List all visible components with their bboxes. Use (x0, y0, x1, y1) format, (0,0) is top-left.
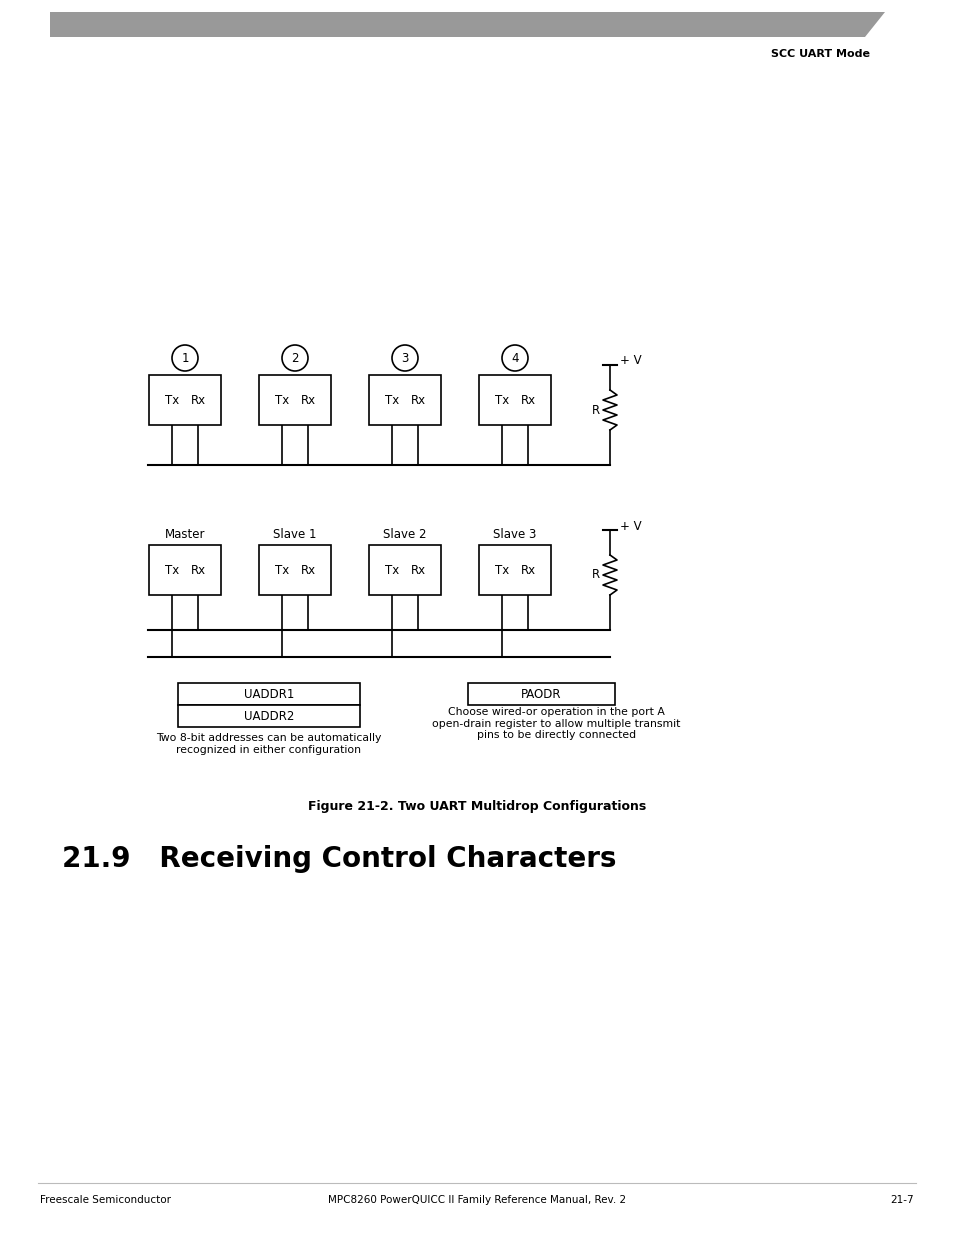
Text: SCC UART Mode: SCC UART Mode (770, 49, 869, 59)
Bar (149, 375, 221, 425)
Circle shape (172, 345, 198, 370)
Text: + V: + V (619, 354, 641, 368)
Bar (478, 375, 551, 425)
Text: R: R (591, 568, 599, 582)
Text: Rx: Rx (520, 394, 535, 406)
Text: Rx: Rx (300, 394, 315, 406)
Text: Rx: Rx (410, 394, 425, 406)
Text: Figure 21-2. Two UART Multidrop Configurations: Figure 21-2. Two UART Multidrop Configur… (308, 800, 645, 813)
Text: UADDR2: UADDR2 (244, 709, 294, 722)
Text: 21-7: 21-7 (889, 1195, 913, 1205)
Bar (149, 545, 221, 595)
Bar (369, 375, 440, 425)
Text: Slave 3: Slave 3 (493, 529, 537, 541)
Text: 21.9   Receiving Control Characters: 21.9 Receiving Control Characters (62, 845, 616, 873)
Text: Tx: Tx (495, 394, 509, 406)
Circle shape (501, 345, 527, 370)
Text: UADDR1: UADDR1 (244, 688, 294, 700)
Text: Slave 1: Slave 1 (273, 529, 316, 541)
Text: 4: 4 (511, 352, 518, 364)
Text: Tx: Tx (384, 394, 398, 406)
Text: Slave 2: Slave 2 (383, 529, 426, 541)
Bar (258, 375, 331, 425)
Text: + V: + V (619, 520, 641, 532)
Polygon shape (50, 12, 884, 37)
Text: 2: 2 (291, 352, 298, 364)
Text: 1: 1 (181, 352, 189, 364)
Text: MPC8260 PowerQUICC II Family Reference Manual, Rev. 2: MPC8260 PowerQUICC II Family Reference M… (328, 1195, 625, 1205)
Text: Tx: Tx (165, 563, 179, 577)
Text: Rx: Rx (520, 563, 535, 577)
Bar (468, 683, 615, 705)
Text: Tx: Tx (274, 394, 289, 406)
Text: Choose wired-or operation in the port A
open-drain register to allow multiple tr: Choose wired-or operation in the port A … (432, 706, 680, 740)
Bar (178, 683, 359, 705)
Text: Tx: Tx (274, 563, 289, 577)
Text: Rx: Rx (410, 563, 425, 577)
Text: Tx: Tx (165, 394, 179, 406)
Text: Rx: Rx (191, 563, 205, 577)
Text: PAODR: PAODR (520, 688, 561, 700)
Text: Rx: Rx (191, 394, 205, 406)
Text: Tx: Tx (495, 563, 509, 577)
Circle shape (282, 345, 308, 370)
Circle shape (392, 345, 417, 370)
Bar (478, 545, 551, 595)
Text: Rx: Rx (300, 563, 315, 577)
Text: 3: 3 (401, 352, 408, 364)
Bar (178, 705, 359, 727)
Text: Tx: Tx (384, 563, 398, 577)
Text: Two 8-bit addresses can be automatically
recognized in either configuration: Two 8-bit addresses can be automatically… (156, 734, 381, 755)
Text: R: R (591, 404, 599, 416)
Bar (258, 545, 331, 595)
Text: Master: Master (165, 529, 205, 541)
Text: Freescale Semiconductor: Freescale Semiconductor (40, 1195, 171, 1205)
Bar (369, 545, 440, 595)
